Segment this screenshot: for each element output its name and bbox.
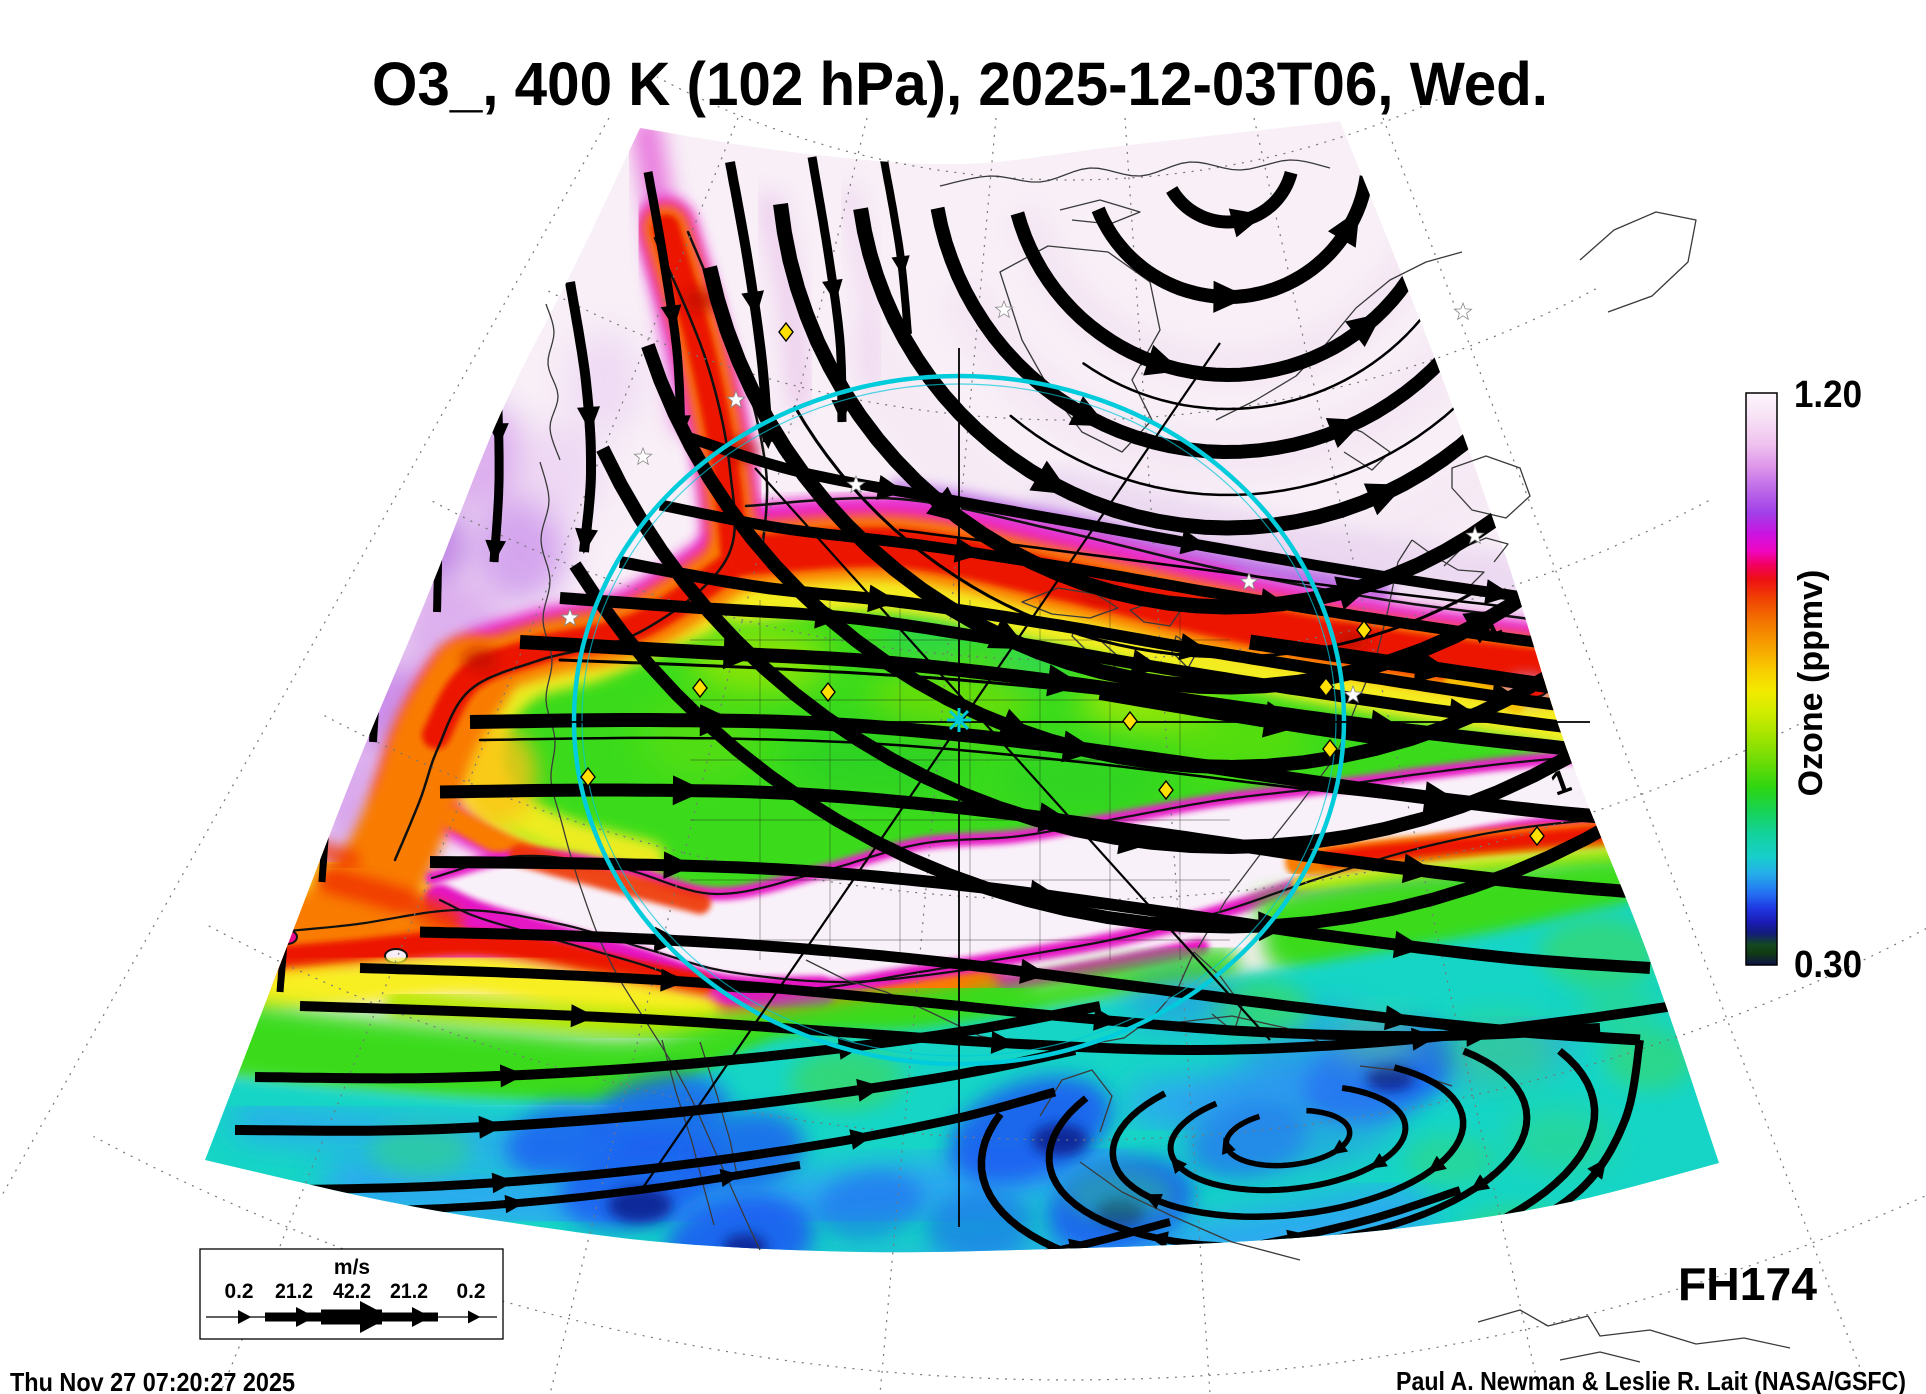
svg-text:Ozone (ppmv): Ozone (ppmv) — [1792, 570, 1830, 797]
svg-text:21.2: 21.2 — [390, 1280, 428, 1303]
svg-text:Thu Nov 27 07:20:27 2025: Thu Nov 27 07:20:27 2025 — [10, 1367, 295, 1394]
svg-text:0.30: 0.30 — [1794, 944, 1862, 986]
svg-text:m/s: m/s — [334, 1256, 370, 1279]
svg-text:0.2: 0.2 — [457, 1280, 486, 1303]
svg-text:42.2: 42.2 — [333, 1280, 371, 1303]
svg-text:Paul A. Newman & Leslie R. Lai: Paul A. Newman & Leslie R. Lait (NASA/GS… — [1396, 1366, 1906, 1394]
svg-text:1.20: 1.20 — [1794, 374, 1862, 416]
svg-text:21.2: 21.2 — [275, 1280, 313, 1303]
svg-text:0.2: 0.2 — [225, 1280, 254, 1303]
svg-text:O3_, 400 K (102 hPa), 2025-12-: O3_, 400 K (102 hPa), 2025-12-03T06, Wed… — [372, 50, 1548, 118]
svg-text:FH174: FH174 — [1678, 1258, 1817, 1310]
